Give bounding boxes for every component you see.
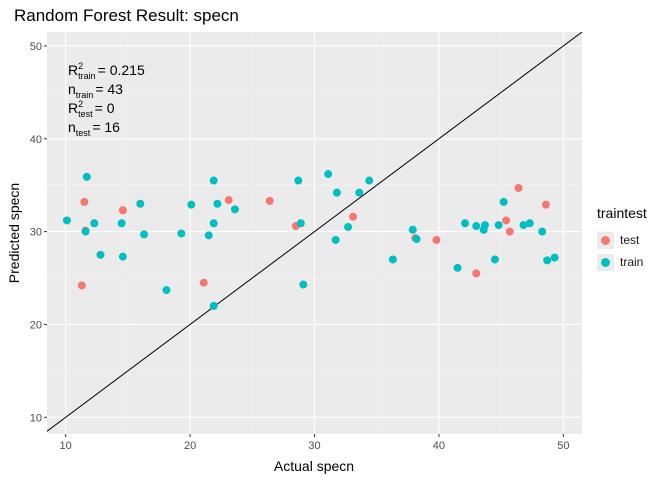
- x-tick-label: 40: [433, 440, 445, 452]
- point-test: [349, 212, 358, 221]
- point-train: [82, 172, 91, 181]
- point-train: [96, 250, 105, 259]
- point-test: [502, 216, 511, 225]
- point-train: [209, 219, 218, 228]
- point-test: [224, 196, 233, 205]
- point-train: [490, 255, 499, 264]
- point-train: [355, 188, 364, 197]
- annotation-line: R2 test = 0: [68, 99, 115, 119]
- reference-line-y-equals-x: [47, 32, 582, 432]
- legend-dot-test-icon: [601, 235, 610, 245]
- y-tick-label: 30: [30, 227, 42, 239]
- point-train: [538, 227, 547, 236]
- legend-key-test: [597, 231, 614, 249]
- annotation-line: R2 train = 0.215: [68, 61, 145, 81]
- point-test: [265, 196, 274, 205]
- point-train: [331, 235, 340, 244]
- point-train: [140, 230, 149, 239]
- point-train: [472, 222, 481, 231]
- point-test: [432, 235, 441, 244]
- point-train: [494, 221, 503, 230]
- point-train: [519, 221, 528, 230]
- point-train: [230, 205, 239, 214]
- legend-dot-train-icon: [601, 257, 610, 267]
- y-tick-label: 50: [30, 41, 42, 53]
- y-tick-label: 10: [30, 412, 42, 424]
- point-train: [209, 301, 218, 310]
- point-train: [299, 280, 308, 289]
- plot-panel: [47, 32, 582, 434]
- point-train: [296, 219, 305, 228]
- point-train: [453, 263, 462, 272]
- point-train: [136, 199, 145, 208]
- point-train: [365, 176, 374, 185]
- point-train: [525, 219, 534, 228]
- point-train: [177, 229, 186, 238]
- point-train: [550, 253, 559, 262]
- data-points: [62, 170, 559, 310]
- legend-title: traintest: [597, 205, 647, 221]
- point-test: [514, 183, 523, 192]
- point-test: [77, 281, 86, 290]
- y-tick-label: 40: [30, 134, 42, 146]
- x-tick-label: 20: [184, 440, 196, 452]
- legend-label-train: train: [620, 255, 644, 269]
- point-test: [472, 269, 481, 278]
- point-train: [294, 176, 303, 185]
- point-test: [541, 200, 550, 209]
- x-axis-label: Actual specn: [274, 458, 354, 474]
- point-train: [162, 286, 171, 295]
- point-train: [332, 188, 341, 197]
- point-train: [480, 221, 489, 230]
- point-train: [408, 225, 417, 234]
- legend-item-test: test: [597, 229, 667, 251]
- legend-item-train: train: [597, 251, 667, 273]
- legend: traintest test train: [597, 205, 667, 273]
- x-tick-label: 10: [60, 440, 72, 452]
- annotation-line: ntrain = 43: [68, 81, 123, 100]
- point-train: [118, 252, 127, 261]
- chart-title: Random Forest Result: specn: [14, 6, 239, 25]
- point-train: [204, 231, 213, 240]
- annotation-line: ntest = 16: [68, 119, 120, 138]
- legend-key-train: [597, 253, 614, 271]
- point-train: [543, 256, 552, 265]
- legend-label-test: test: [620, 233, 640, 247]
- point-test: [505, 227, 514, 236]
- x-tick-label: 50: [557, 440, 569, 452]
- x-tick-label: 30: [308, 440, 320, 452]
- point-train: [209, 176, 218, 185]
- point-train: [187, 200, 196, 209]
- axes: 10 20 30 40 50 10 20 30 40 50: [30, 41, 570, 452]
- point-test: [80, 197, 89, 206]
- point-test: [118, 206, 127, 215]
- point-train: [62, 216, 71, 225]
- point-train: [324, 170, 333, 179]
- point-train: [499, 197, 508, 206]
- point-test: [199, 278, 208, 287]
- y-tick-label: 20: [30, 319, 42, 331]
- point-train: [344, 222, 353, 231]
- point-train: [412, 235, 421, 244]
- point-train: [90, 219, 99, 228]
- y-axis-label: Predicted specn: [6, 183, 22, 283]
- point-train: [461, 219, 470, 228]
- point-train: [117, 219, 126, 228]
- point-train: [81, 227, 90, 236]
- point-train: [388, 255, 397, 264]
- point-train: [213, 199, 222, 208]
